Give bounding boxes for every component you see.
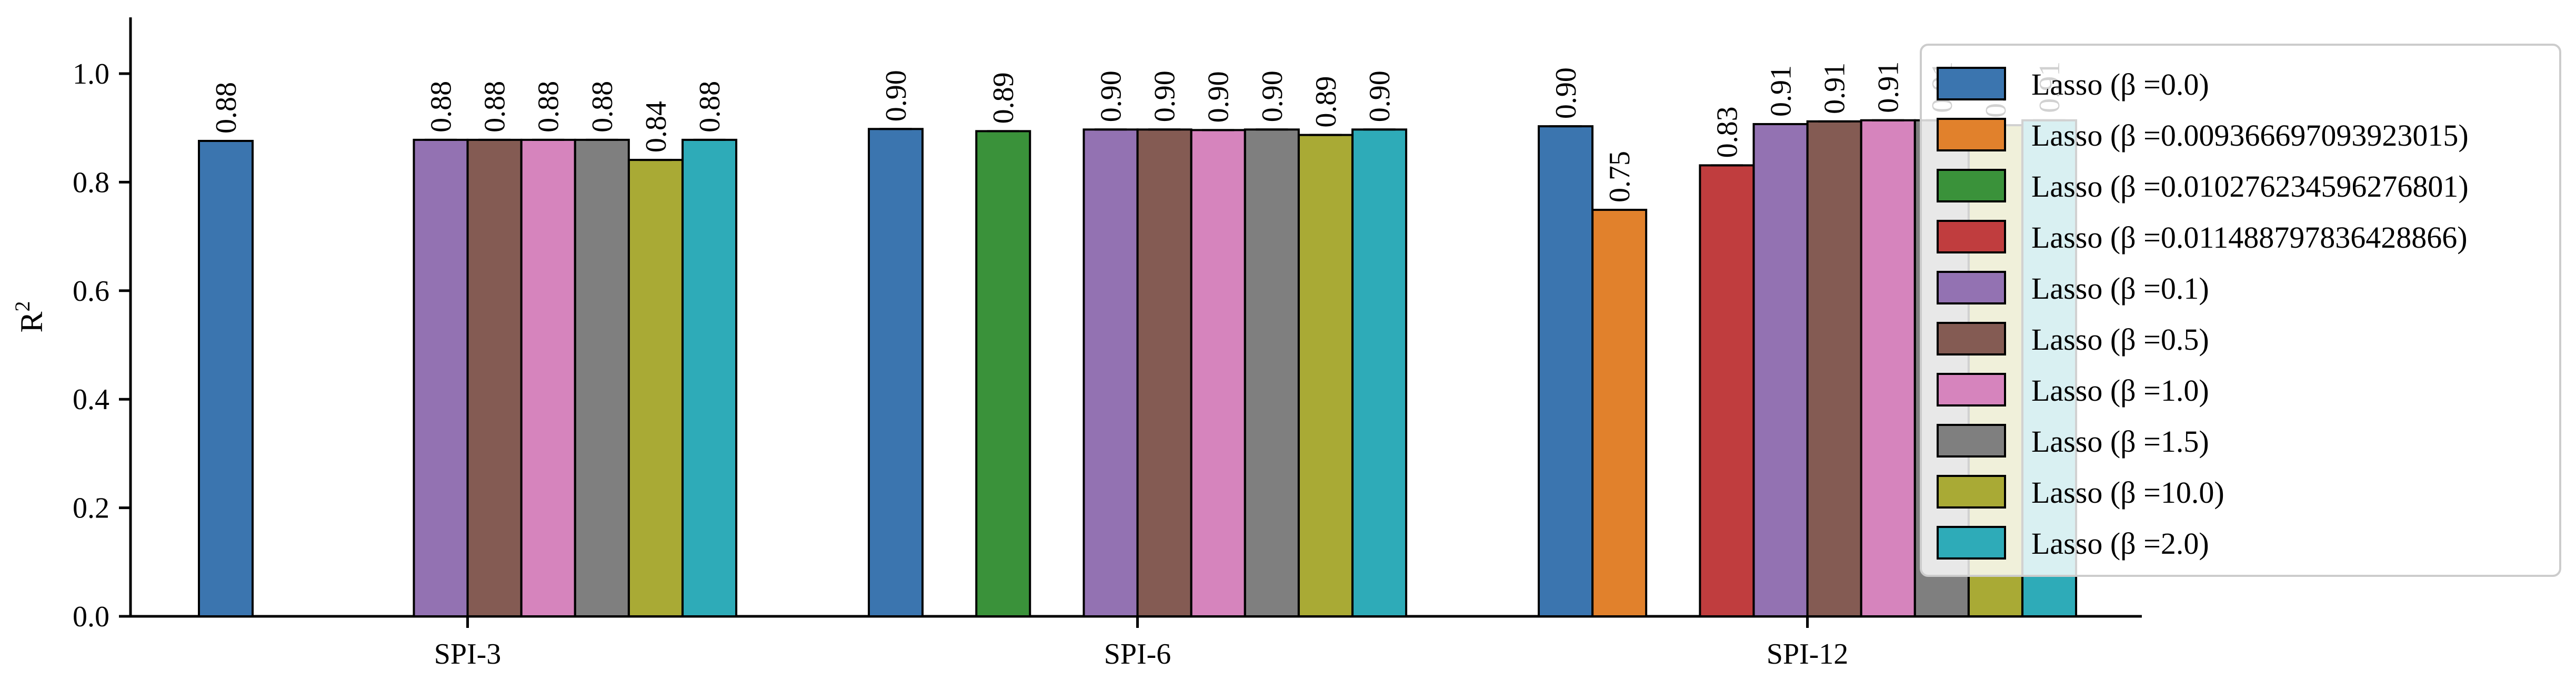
bar: [1297, 134, 1354, 617]
bar: [1538, 125, 1593, 617]
data-label: 0.91: [1872, 62, 1905, 113]
legend-entry: Lasso (β =0.009366697093923015): [2031, 118, 2469, 153]
y-tick-label: 0.6: [73, 275, 109, 308]
bar: [1351, 128, 1408, 617]
bar: [520, 138, 576, 617]
legend-entry: Lasso (β =0.011488797836428866): [2031, 220, 2468, 255]
legend-swatch: [1937, 67, 2006, 100]
legend-swatch: [1937, 220, 2006, 253]
legend-entry: Lasso (β =0.5): [2031, 322, 2209, 357]
data-label: 0.90: [1364, 70, 1396, 122]
data-label: 0.88: [586, 81, 619, 133]
data-label: 0.84: [640, 101, 673, 153]
bars: [198, 119, 2078, 618]
y-tick-label: 0.2: [73, 492, 109, 525]
y-axis-label: R2: [11, 301, 49, 332]
bar: [413, 138, 469, 617]
y-tick-label: 1.0: [73, 58, 109, 90]
legend-swatch: [1937, 424, 2006, 458]
bar: [198, 139, 254, 617]
legend: Lasso (β =0.0) Lasso (β =0.00936669709392…: [1920, 44, 2561, 577]
legend-swatch: [1937, 271, 2006, 304]
legend-swatch: [1937, 475, 2006, 509]
data-label: 0.91: [1765, 65, 1797, 117]
data-label: 0.83: [1711, 106, 1743, 158]
legend-entry: Lasso (β =1.0): [2031, 373, 2209, 408]
y-tick-label: 0.8: [73, 166, 109, 199]
bar: [1082, 128, 1139, 617]
legend-entry: Lasso (β =2.0): [2031, 526, 2209, 561]
legend-entry: Lasso (β =10.0): [2031, 475, 2224, 510]
bar: [1190, 129, 1246, 617]
y-axis: 0.0 0.2 0.4 0.6 0.8 1.0 R2: [11, 17, 132, 633]
legend-swatch: [1937, 526, 2006, 560]
data-label: 0.90: [880, 70, 913, 121]
bar: [868, 128, 924, 618]
bar: [1244, 128, 1300, 617]
y-tick-label: 0.0: [73, 601, 109, 633]
bar: [681, 138, 738, 617]
data-label: 0.88: [533, 81, 565, 133]
x-tick-label: SPI-12: [1767, 638, 1849, 670]
data-label: 0.75: [1603, 151, 1636, 202]
bar: [1752, 123, 1809, 617]
data-label: 0.90: [1256, 70, 1289, 122]
bar: [1136, 128, 1192, 617]
data-label: 0.88: [479, 81, 512, 133]
legend-entry: Lasso (β =0.1): [2031, 271, 2209, 306]
data-label: 0.90: [1202, 71, 1235, 123]
data-label: 0.89: [1310, 76, 1342, 128]
data-label: 0.90: [1095, 70, 1127, 122]
data-label: 0.91: [1819, 63, 1851, 114]
legend-swatch: [1937, 118, 2006, 151]
bar: [466, 138, 523, 617]
y-tick-label: 0.4: [73, 383, 109, 416]
data-label: 0.90: [1550, 67, 1582, 119]
bar: [1806, 120, 1862, 618]
bar: [1699, 164, 1755, 617]
data-label: 0.89: [987, 72, 1020, 124]
bar: [574, 138, 630, 617]
legend-entry: Lasso (β =1.5): [2031, 424, 2209, 459]
bar: [1591, 209, 1648, 618]
data-label: 0.88: [694, 81, 726, 133]
data-label: 0.90: [1149, 70, 1181, 122]
x-tick-label: SPI-3: [434, 638, 502, 670]
legend-entry: Lasso (β =0.0): [2031, 67, 2209, 101]
data-label: 0.88: [210, 82, 243, 134]
bar: [975, 130, 1031, 617]
legend-swatch: [1937, 322, 2006, 355]
bar: [627, 159, 684, 617]
legend-box: [1920, 44, 2561, 577]
x-tick-label: SPI-6: [1104, 638, 1171, 670]
legend-swatch: [1937, 373, 2006, 407]
x-axis: SPI-3 SPI-6 SPI-12: [131, 615, 2142, 670]
data-label: 0.88: [425, 81, 457, 133]
bar: [1860, 119, 1916, 617]
legend-entry: Lasso (β =0.010276234596276801): [2031, 169, 2469, 204]
legend-swatch: [1937, 169, 2006, 202]
